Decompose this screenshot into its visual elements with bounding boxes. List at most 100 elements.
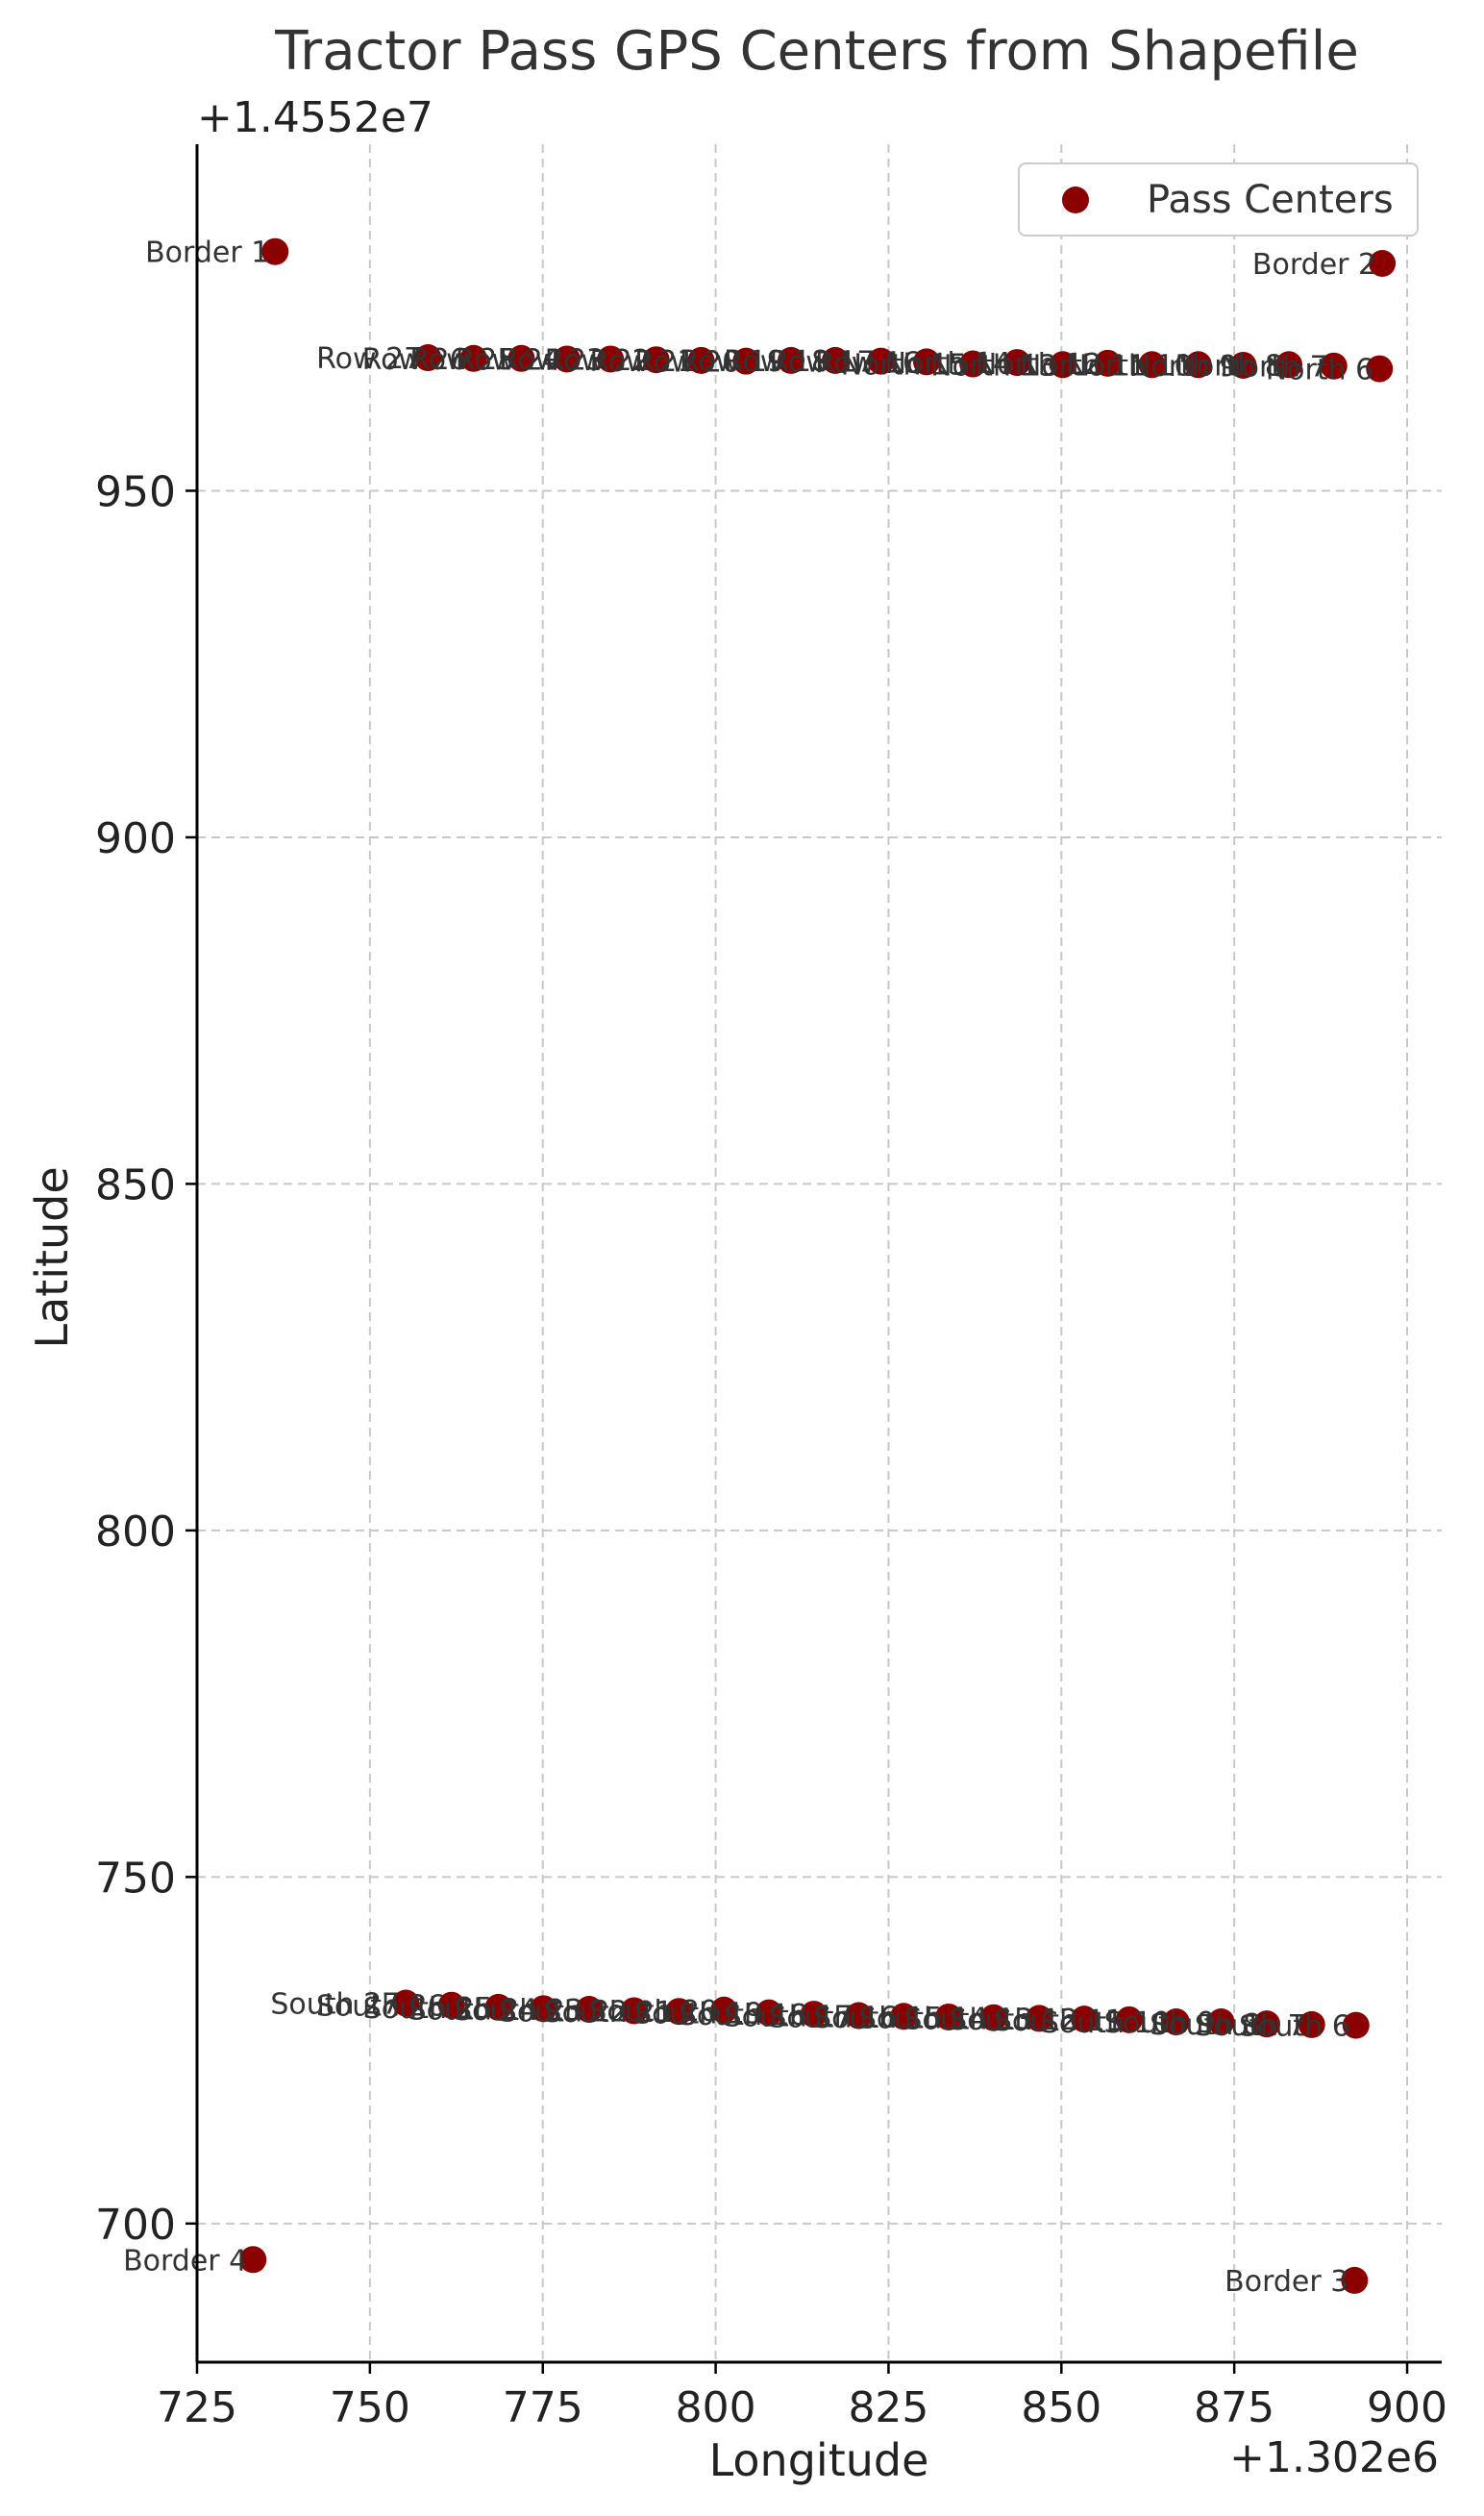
- data-point: [1207, 2008, 1235, 2036]
- data-point: [1184, 351, 1212, 379]
- data-point: [1298, 2010, 1325, 2038]
- y-tick-label: 700: [95, 2201, 176, 2250]
- point-label: Row 18: [724, 345, 829, 379]
- x-tick-label: 775: [503, 2383, 583, 2432]
- data-point: [1366, 355, 1394, 383]
- data-point: [1162, 2008, 1190, 2036]
- data-point: [507, 344, 535, 372]
- data-point: [1342, 2011, 1370, 2039]
- point-label: South 17: [724, 2001, 853, 2034]
- point-label: South 25: [363, 1992, 493, 2026]
- point-label: South 10: [1041, 2006, 1171, 2040]
- point-label: Row 21: [589, 345, 695, 379]
- point-label: North 10: [1066, 349, 1193, 383]
- point-label: North 9: [1129, 350, 1238, 384]
- point-label: North 8: [1175, 349, 1283, 383]
- point-label: South 26: [316, 1990, 446, 2024]
- data-point: [979, 2004, 1007, 2031]
- data-point: [642, 346, 670, 374]
- legend-label: Pass Centers: [1147, 178, 1394, 222]
- data-point: [1026, 2005, 1053, 2032]
- point-label: South 24: [408, 1993, 538, 2027]
- point-label: South 14: [858, 2003, 988, 2036]
- point-label: South 9: [1104, 2006, 1216, 2040]
- point-label: South 19: [633, 1998, 763, 2031]
- point-label: South 22: [499, 1995, 629, 2029]
- x-tick-label: 750: [330, 2383, 410, 2432]
- data-point: [414, 344, 442, 372]
- data-point: [778, 346, 805, 374]
- data-point: [913, 348, 941, 376]
- data-point: [392, 1989, 420, 2017]
- data-point: [484, 1993, 512, 2021]
- data-point: [553, 345, 581, 373]
- data-point: [1275, 351, 1303, 379]
- data-point: [1115, 2005, 1143, 2033]
- point-label: South 16: [768, 2001, 898, 2034]
- point-label: South 6: [1239, 2010, 1350, 2044]
- point-label: South 18: [679, 1999, 808, 2032]
- data-point: [530, 1995, 557, 2023]
- chart-title: Tractor Pass GPS Centers from Shapefile: [274, 20, 1359, 83]
- point-label: Row 22: [545, 344, 651, 378]
- y-tick-label: 850: [95, 1160, 176, 1209]
- point-label: Row 24: [456, 343, 561, 377]
- x-tick-label: 875: [1194, 2383, 1274, 2432]
- data-point: [239, 2246, 267, 2274]
- point-label: South 13: [903, 2003, 1033, 2036]
- point-label: Row 26: [362, 343, 468, 377]
- data-point: [754, 1999, 782, 2027]
- data-point: [1094, 349, 1122, 377]
- data-point: [665, 1998, 693, 2026]
- y-offset-label: +1.4552e7: [197, 93, 433, 142]
- point-label: South 27: [270, 1988, 400, 2022]
- y-axis-label: Latitude: [26, 1166, 78, 1348]
- data-point: [575, 1996, 603, 2024]
- data-point: [800, 2001, 828, 2029]
- data-point: [620, 1997, 648, 2025]
- data-point: [1049, 351, 1076, 379]
- y-axis-ticks: 700 750 800 850 900 950: [95, 467, 197, 2250]
- data-point: [1341, 2266, 1369, 2294]
- point-label: South 15: [813, 2002, 943, 2035]
- data-point: [959, 350, 987, 378]
- x-tick-label: 900: [1367, 2383, 1447, 2432]
- point-label: Border 4: [123, 2244, 247, 2278]
- data-point: [732, 347, 760, 375]
- y-tick-label: 900: [95, 814, 176, 863]
- y-tick-label: 750: [95, 1854, 176, 1903]
- legend-marker: [1062, 187, 1089, 213]
- y-tick-label: 800: [95, 1507, 176, 1557]
- point-label: South 23: [454, 1994, 583, 2028]
- point-label: Border 2: [1252, 248, 1376, 282]
- data-point: [1229, 351, 1257, 379]
- data-point: [1320, 352, 1348, 380]
- point-label: North 7: [1220, 351, 1328, 385]
- y-tick-label: 950: [95, 467, 176, 516]
- point-label: South 8: [1150, 2008, 1261, 2042]
- point-label: Row 16: [815, 346, 921, 380]
- x-axis-label: Longitude: [709, 2434, 929, 2486]
- data-point: [597, 345, 625, 373]
- x-axis-ticks: 725 750 775 800 825 850 875 900: [157, 2362, 1447, 2432]
- data-point: [1138, 351, 1166, 379]
- grid-lines: [197, 144, 1442, 2362]
- data-point: [687, 346, 715, 374]
- point-label: North 13: [930, 349, 1057, 383]
- x-tick-label: 825: [848, 2383, 928, 2432]
- data-point: [822, 346, 850, 374]
- data-point: [1003, 349, 1031, 377]
- point-label: Row 17: [769, 346, 875, 380]
- point-label: Row 20: [634, 346, 740, 380]
- point-label: South 21: [544, 1996, 674, 2030]
- point-label: South 11: [994, 2005, 1124, 2038]
- x-tick-label: 800: [676, 2383, 756, 2432]
- point-label: Row 23: [499, 343, 605, 377]
- point-label: Row 25: [409, 343, 515, 377]
- data-point: [935, 2003, 963, 2030]
- x-tick-label: 725: [157, 2383, 237, 2432]
- point-label: North 15: [841, 349, 968, 383]
- point-label: Border 3: [1224, 2265, 1348, 2299]
- point-label: South 7: [1195, 2009, 1306, 2043]
